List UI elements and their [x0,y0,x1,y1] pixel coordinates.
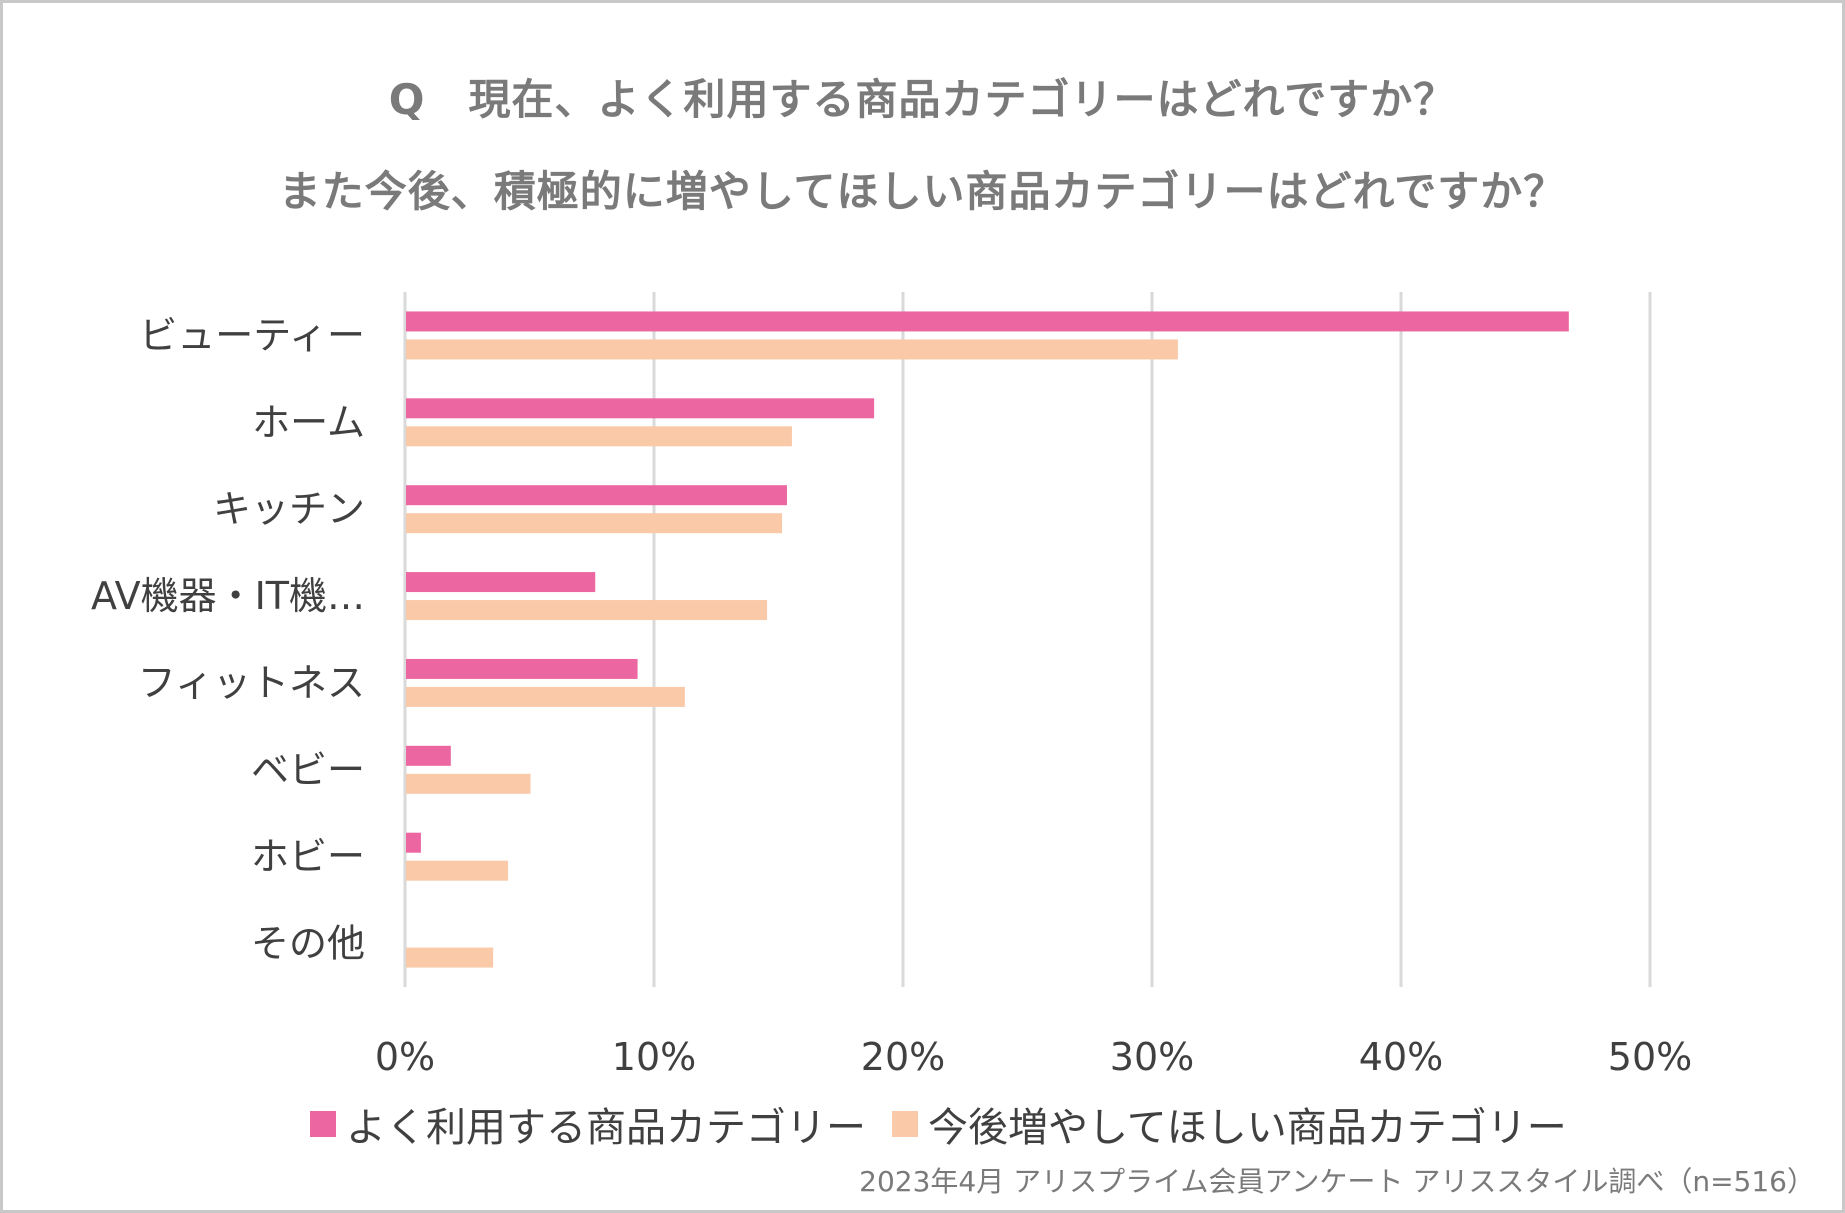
x-tick-label: 30% [1110,1035,1194,1079]
category-label: キッチン [213,487,365,531]
legend-label-series2: 今後増やしてほしい商品カテゴリー [928,1105,1567,1151]
chart-title-line2: また今後、積極的に増やしてほしい商品カテゴリーはどれですか？ [278,167,1567,216]
bar-current-use [406,398,875,419]
legend-item-series2: 今後増やしてほしい商品カテゴリー [892,1095,1567,1153]
bar-future-want [406,773,531,794]
chart-title-line1: Q 現在、よく利用する商品カテゴリーはどれですか？ [388,75,1457,124]
bar-current-use [406,485,787,506]
bar-future-want [406,513,782,534]
bar-future-want [406,860,509,881]
category-label: ホーム [252,400,365,444]
legend-item-series1: よく利用する商品カテゴリー [310,1095,866,1153]
legend: よく利用する商品カテゴリー 今後増やしてほしい商品カテゴリー [310,1095,1567,1153]
bar-future-want [406,339,1178,360]
x-tick-label: 0% [375,1035,435,1079]
bar-future-want [406,947,494,968]
bar-future-want [406,686,685,707]
category-label: ベビー [251,748,365,792]
category-label: フィットネス [138,661,365,705]
legend-swatch-series1 [310,1111,336,1137]
category-label: その他 [251,922,365,966]
legend-swatch-series2 [892,1111,918,1137]
legend-label-series1: よく利用する商品カテゴリー [346,1105,866,1151]
bar-current-use [406,745,451,766]
category-label: ホビー [251,835,365,879]
bar-current-use [406,572,596,593]
source-note: 2023年4月 アリスプライム会員アンケート アリススタイル調べ（n=516） [859,1165,1815,1198]
category-label: AV機器・IT機… [91,574,365,618]
bar-future-want [406,426,792,447]
x-tick-label: 40% [1359,1035,1443,1079]
bar-current-use [406,311,1569,332]
x-tick-label: 50% [1608,1035,1692,1079]
x-tick-label: 10% [612,1035,696,1079]
bar-future-want [406,600,768,621]
category-label: ビューティー [139,313,365,357]
bar-current-use [406,658,638,679]
x-tick-label: 20% [861,1035,945,1079]
bar-current-use [406,832,421,853]
